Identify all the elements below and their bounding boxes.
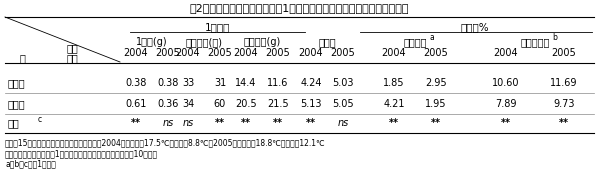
Text: 2005: 2005 bbox=[156, 48, 180, 58]
Text: 4.21: 4.21 bbox=[383, 99, 405, 109]
Text: 表2　加温区と露地区における1年生鉢植え茶樹の一番茶新芽の形質比較: 表2 加温区と露地区における1年生鉢植え茶樹の一番茶新芽の形質比較 bbox=[189, 3, 409, 13]
Text: 11.6: 11.6 bbox=[267, 78, 289, 88]
Text: **: ** bbox=[389, 118, 399, 128]
Text: 2004: 2004 bbox=[382, 48, 406, 58]
Text: 5.13: 5.13 bbox=[300, 99, 322, 109]
Text: 21.5: 21.5 bbox=[267, 99, 289, 109]
Text: **: ** bbox=[241, 118, 251, 128]
Text: 項目: 項目 bbox=[66, 43, 78, 53]
Text: b: b bbox=[552, 33, 558, 42]
Text: 20.5: 20.5 bbox=[235, 99, 257, 109]
Text: 2004: 2004 bbox=[299, 48, 323, 58]
Text: 全新芽重(g): 全新芽重(g) bbox=[243, 37, 280, 47]
Text: 33: 33 bbox=[182, 78, 194, 88]
Text: 1芽重(g): 1芽重(g) bbox=[136, 37, 168, 47]
Text: 9.73: 9.73 bbox=[553, 99, 575, 109]
Text: 2005: 2005 bbox=[208, 48, 232, 58]
Text: 加温区: 加温区 bbox=[8, 78, 26, 88]
Text: 2004: 2004 bbox=[234, 48, 258, 58]
Text: 60: 60 bbox=[214, 99, 226, 109]
Text: 10.60: 10.60 bbox=[492, 78, 520, 88]
Text: 11.69: 11.69 bbox=[550, 78, 578, 88]
Text: 1.95: 1.95 bbox=[425, 99, 447, 109]
Text: 区: 区 bbox=[20, 53, 26, 63]
Text: 5.05: 5.05 bbox=[332, 99, 354, 109]
Text: 2005: 2005 bbox=[423, 48, 449, 58]
Text: **: ** bbox=[559, 118, 569, 128]
Text: a: a bbox=[429, 33, 434, 42]
Text: 露地区: 露地区 bbox=[8, 99, 26, 109]
Text: アミノ酸: アミノ酸 bbox=[403, 37, 426, 47]
Text: ns: ns bbox=[162, 118, 174, 128]
Text: 2004: 2004 bbox=[494, 48, 518, 58]
Text: 乾物中%: 乾物中% bbox=[461, 22, 489, 32]
Text: ns: ns bbox=[337, 118, 349, 128]
Text: 1株当り: 1株当り bbox=[205, 22, 231, 32]
Text: 34: 34 bbox=[182, 99, 194, 109]
Text: **: ** bbox=[131, 118, 141, 128]
Text: **: ** bbox=[501, 118, 511, 128]
Text: 年度: 年度 bbox=[66, 53, 78, 63]
Text: **: ** bbox=[431, 118, 441, 128]
Text: 0.38: 0.38 bbox=[125, 78, 147, 88]
Text: 14.4: 14.4 bbox=[235, 78, 257, 88]
Text: 0.38: 0.38 bbox=[158, 78, 179, 88]
Text: 0.36: 0.36 bbox=[158, 99, 179, 109]
Text: 全空素: 全空素 bbox=[318, 37, 336, 47]
Text: 2005: 2005 bbox=[265, 48, 291, 58]
Text: **: ** bbox=[215, 118, 225, 128]
Text: 31: 31 bbox=[214, 78, 226, 88]
Text: 2004: 2004 bbox=[176, 48, 200, 58]
Text: カテキン類: カテキン類 bbox=[521, 37, 550, 47]
Text: 2004: 2004 bbox=[123, 48, 149, 58]
Text: 加温区の最終整枝時期は1月中旬で、露地区の最終整枝時期は10月下旬: 加温区の最終整枝時期は1月中旬で、露地区の最終整枝時期は10月下旬 bbox=[5, 150, 158, 159]
Text: 4.24: 4.24 bbox=[300, 78, 322, 88]
Text: **: ** bbox=[273, 118, 283, 128]
Text: 検定: 検定 bbox=[8, 118, 20, 128]
Text: a、b、c：表1と同じ: a、b、c：表1と同じ bbox=[5, 160, 56, 169]
Text: 5.03: 5.03 bbox=[332, 78, 354, 88]
Text: 数値は15株の平均で、秋から春の平均気温は2004年は加温区17.5℃、露地区8.8℃、2005年は加温区18.8℃、露地区12.1℃: 数値は15株の平均で、秋から春の平均気温は2004年は加温区17.5℃、露地区8… bbox=[5, 139, 326, 148]
Text: ns: ns bbox=[182, 118, 193, 128]
Text: c: c bbox=[38, 114, 42, 123]
Text: 2005: 2005 bbox=[552, 48, 576, 58]
Text: 0.61: 0.61 bbox=[125, 99, 147, 109]
Text: **: ** bbox=[306, 118, 316, 128]
Text: 全新芽数(本): 全新芽数(本) bbox=[186, 37, 222, 47]
Text: 1.85: 1.85 bbox=[383, 78, 405, 88]
Text: 2005: 2005 bbox=[331, 48, 355, 58]
Text: 2.95: 2.95 bbox=[425, 78, 447, 88]
Text: 7.89: 7.89 bbox=[495, 99, 517, 109]
